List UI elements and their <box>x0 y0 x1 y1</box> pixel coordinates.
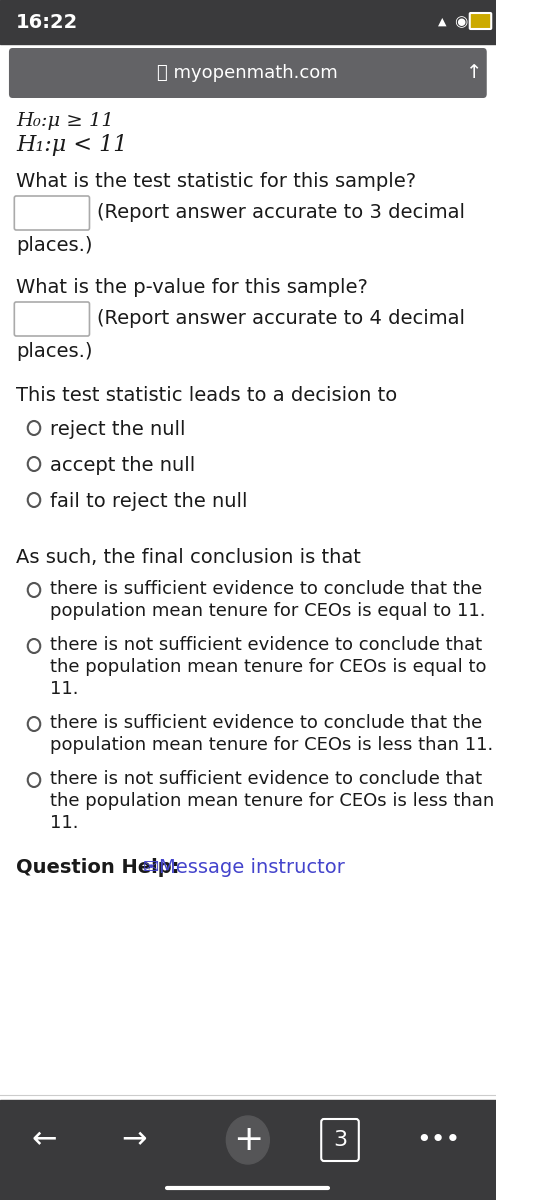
Text: 11.: 11. <box>50 680 79 698</box>
Bar <box>0 1100 496 1200</box>
Text: 16:22: 16:22 <box>16 12 78 31</box>
Text: 🔒 myopenmath.com: 🔒 myopenmath.com <box>157 64 338 82</box>
Text: ▲: ▲ <box>438 17 447 26</box>
Text: 11.: 11. <box>50 814 79 832</box>
Text: What is the test statistic for this sample?: What is the test statistic for this samp… <box>16 172 416 191</box>
Text: population mean tenure for CEOs is equal to 11.: population mean tenure for CEOs is equal… <box>50 602 486 620</box>
Text: As such, the final conclusion is that: As such, the final conclusion is that <box>16 548 361 566</box>
Text: H₁:μ < 11: H₁:μ < 11 <box>16 134 127 156</box>
Bar <box>0 0 496 44</box>
Text: (Report answer accurate to 4 decimal: (Report answer accurate to 4 decimal <box>96 308 465 328</box>
Text: there is sufficient evidence to conclude that the: there is sufficient evidence to conclude… <box>50 580 483 598</box>
Text: +: + <box>233 1123 263 1157</box>
Text: the population mean tenure for CEOs is equal to: the population mean tenure for CEOs is e… <box>50 658 486 676</box>
Text: there is not sufficient evidence to conclude that: there is not sufficient evidence to conc… <box>50 636 482 654</box>
Text: (Report answer accurate to 3 decimal: (Report answer accurate to 3 decimal <box>96 203 465 222</box>
Text: Question Help:: Question Help: <box>16 858 179 877</box>
Text: fail to reject the null: fail to reject the null <box>50 492 248 511</box>
Text: there is not sufficient evidence to conclude that: there is not sufficient evidence to conc… <box>50 770 482 788</box>
FancyBboxPatch shape <box>14 302 90 336</box>
FancyBboxPatch shape <box>14 196 90 230</box>
Text: ←: ← <box>32 1126 58 1154</box>
FancyBboxPatch shape <box>9 48 487 98</box>
Text: reject the null: reject the null <box>50 420 186 439</box>
Text: accept the null: accept the null <box>50 456 196 475</box>
Text: •••: ••• <box>416 1128 460 1152</box>
Text: ✉: ✉ <box>143 858 166 877</box>
Bar <box>0 100 496 1105</box>
Text: This test statistic leads to a decision to: This test statistic leads to a decision … <box>16 386 397 404</box>
Text: →: → <box>121 1126 147 1154</box>
FancyBboxPatch shape <box>470 13 491 29</box>
Circle shape <box>227 1116 269 1164</box>
Text: places.): places.) <box>16 236 93 254</box>
FancyBboxPatch shape <box>321 1118 359 1162</box>
Text: ↑: ↑ <box>466 64 483 83</box>
Text: ◉: ◉ <box>454 14 468 30</box>
Text: 3: 3 <box>333 1130 347 1150</box>
Text: there is sufficient evidence to conclude that the: there is sufficient evidence to conclude… <box>50 714 483 732</box>
Text: H₀:μ ≥ 11: H₀:μ ≥ 11 <box>16 112 114 130</box>
Text: Message instructor: Message instructor <box>159 858 345 877</box>
Text: the population mean tenure for CEOs is less than: the population mean tenure for CEOs is l… <box>50 792 494 810</box>
Text: population mean tenure for CEOs is less than 11.: population mean tenure for CEOs is less … <box>50 736 494 754</box>
Text: places.): places.) <box>16 342 93 361</box>
Text: What is the p-value for this sample?: What is the p-value for this sample? <box>16 278 368 296</box>
